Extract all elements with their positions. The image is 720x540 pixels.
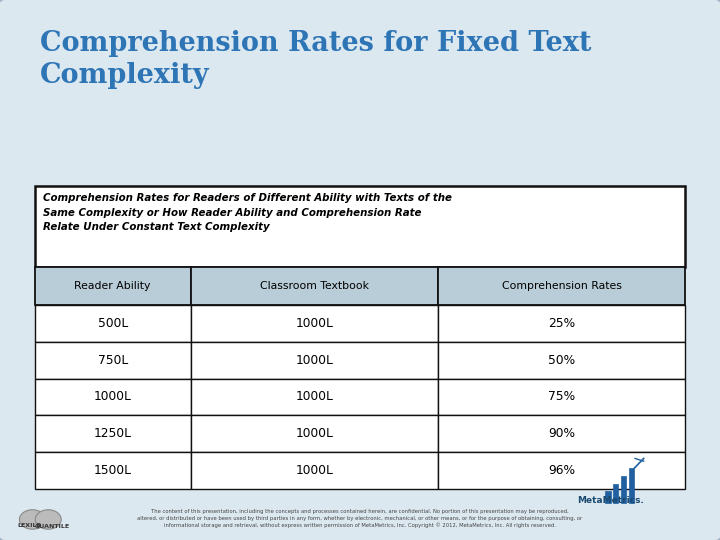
- Text: QUANTILE: QUANTILE: [35, 523, 69, 528]
- Text: 500L: 500L: [97, 317, 127, 330]
- Text: 25%: 25%: [548, 317, 575, 330]
- Bar: [191, 267, 438, 305]
- Bar: [438, 267, 685, 305]
- Text: 1000L: 1000L: [295, 427, 333, 440]
- Bar: [438, 452, 685, 489]
- Bar: [438, 415, 685, 452]
- Text: 50%: 50%: [548, 354, 575, 367]
- Text: LEXILE: LEXILE: [17, 523, 40, 528]
- Text: 1000L: 1000L: [295, 464, 333, 477]
- Text: Reader Ability: Reader Ability: [74, 281, 151, 291]
- Text: Comprehension Rates for Fixed Text
Complexity: Comprehension Rates for Fixed Text Compl…: [40, 30, 591, 89]
- Bar: [605, 491, 611, 503]
- Text: 96%: 96%: [548, 464, 575, 477]
- Bar: [191, 415, 438, 452]
- Text: Comprehension Rates: Comprehension Rates: [502, 281, 621, 291]
- Bar: [621, 476, 626, 503]
- Bar: [191, 305, 438, 342]
- Text: 1000L: 1000L: [295, 354, 333, 367]
- Text: 750L: 750L: [97, 354, 127, 367]
- Text: The content of this presentation, including the concepts and processes contained: The content of this presentation, includ…: [138, 509, 582, 528]
- Text: 1000L: 1000L: [295, 390, 333, 403]
- Bar: [35, 452, 191, 489]
- Bar: [438, 305, 685, 342]
- Bar: [35, 342, 191, 379]
- Bar: [191, 342, 438, 379]
- Text: MetaMetrics.: MetaMetrics.: [577, 496, 644, 505]
- Circle shape: [35, 510, 61, 529]
- Text: 75%: 75%: [548, 390, 575, 403]
- Bar: [35, 267, 191, 305]
- Bar: [191, 452, 438, 489]
- Text: 1500L: 1500L: [94, 464, 132, 477]
- Bar: [35, 379, 191, 415]
- Text: Comprehension Rates for Readers of Different Ability with Texts of the
Same Comp: Comprehension Rates for Readers of Diffe…: [43, 193, 452, 232]
- Bar: [438, 342, 685, 379]
- Bar: [35, 415, 191, 452]
- Text: 1250L: 1250L: [94, 427, 132, 440]
- Bar: [613, 484, 618, 503]
- Text: 1000L: 1000L: [94, 390, 132, 403]
- Text: Classroom Textbook: Classroom Textbook: [260, 281, 369, 291]
- Circle shape: [19, 510, 45, 529]
- Bar: [629, 468, 634, 503]
- Text: 90%: 90%: [548, 427, 575, 440]
- Text: 1000L: 1000L: [295, 317, 333, 330]
- Bar: [35, 186, 685, 267]
- Bar: [438, 379, 685, 415]
- Bar: [35, 305, 191, 342]
- Bar: [191, 379, 438, 415]
